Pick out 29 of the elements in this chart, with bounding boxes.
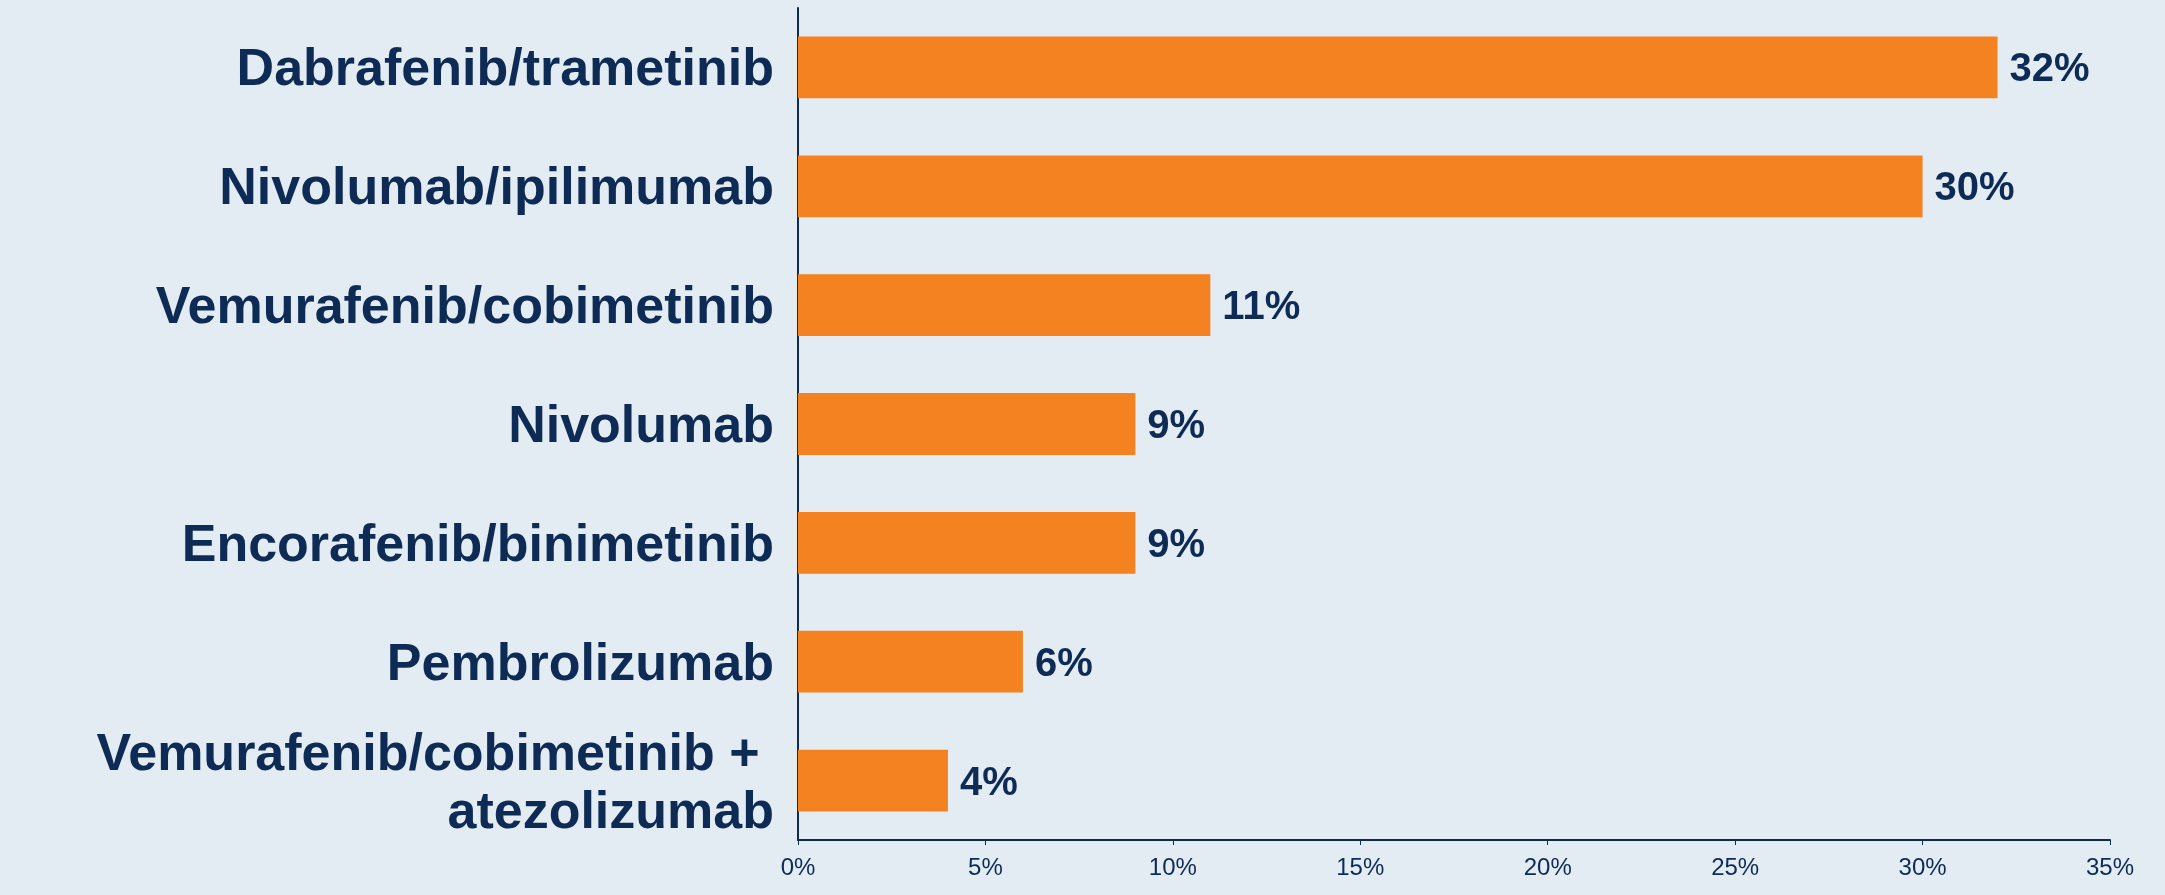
y-tick-label: Vemurafenib/cobimetinib + atezolizumab [96,722,774,839]
y-tick-label: Nivolumab/ipilimumab [219,157,774,216]
x-tick-label: 15% [1336,852,1385,880]
data-label: 11% [1222,283,1301,328]
y-tick-label: Nivolumab [508,395,774,453]
x-tick-label: 30% [1898,852,1947,880]
bar [798,36,1998,99]
bar [798,155,1923,218]
y-tick-label: Dabrafenib/trametinib [236,38,774,97]
y-tick-label: Vemurafenib/cobimetinib [155,276,774,335]
data-label: 6% [1034,639,1093,684]
x-tick-label: 35% [2085,852,2135,880]
x-tick-label: 10% [1148,852,1197,880]
data-label: 32% [2009,45,2090,90]
y-tick-label: Pembrolizumab [386,632,774,691]
x-tick-label: 5% [968,852,1003,880]
bar [798,274,1211,337]
bar [798,749,948,812]
bar [798,511,1136,574]
y-tick-label: Encorafenib/binimetinib [181,513,774,572]
data-label: 30% [1934,164,2015,209]
data-label: 9% [1147,520,1206,565]
data-label: 4% [959,758,1018,803]
bar [798,393,1136,455]
x-tick-label: 20% [1523,852,1572,880]
x-tick-label: 25% [1711,852,1760,880]
bar [798,630,1023,693]
x-tick-label: 0% [780,852,816,880]
data-label: 9% [1147,402,1206,446]
